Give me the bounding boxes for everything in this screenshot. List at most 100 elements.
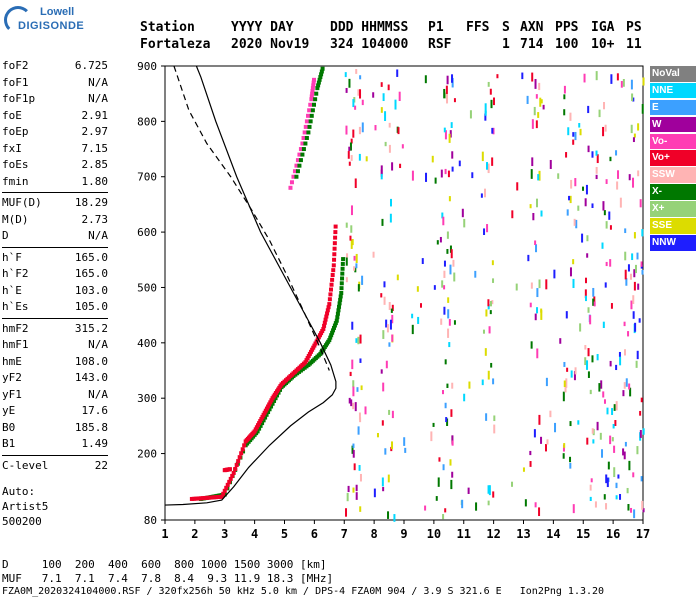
echo-point (496, 74, 499, 79)
upper-x-trace-point (309, 113, 314, 118)
o-trace-point (242, 443, 247, 448)
echo-point (567, 127, 570, 136)
y-tick-label: 900 (137, 60, 157, 73)
param-key: foF1p (2, 92, 36, 105)
o-trace-point (253, 427, 258, 432)
echo-point (467, 487, 470, 494)
echo-point (451, 166, 454, 172)
hdr-ddd-time: 324 104000 (330, 37, 409, 52)
o-trace-point (233, 466, 238, 471)
echo-point (632, 177, 635, 188)
echo-point (450, 479, 453, 490)
echo-point (399, 163, 402, 169)
echo-point (380, 82, 383, 87)
upper-o-trace-point (300, 141, 305, 146)
echo-point (481, 151, 484, 162)
echo-point (359, 473, 362, 482)
echo-point (348, 78, 351, 88)
x-trace-point (269, 404, 274, 409)
echo-point (529, 302, 532, 308)
upper-x-trace-point (300, 152, 305, 157)
echo-point (599, 432, 602, 440)
o-trace-point (267, 402, 272, 407)
x-tick-label: 3 (221, 527, 228, 541)
echo-point (389, 198, 392, 207)
echo-point (401, 144, 404, 149)
echo-point (535, 120, 538, 129)
x-trace-point (339, 291, 344, 295)
hdr-label-p1: P1 (428, 20, 444, 35)
logo-line1: Lowell (40, 6, 75, 18)
param-key: hmF2 (2, 321, 29, 335)
echo-point (359, 75, 362, 80)
echo-point (374, 125, 377, 131)
echo-point (441, 212, 444, 219)
legend-item: X- (650, 184, 696, 200)
echo-point (491, 300, 494, 305)
echo-point (544, 444, 547, 452)
hdr-label-ffs: FFS (466, 20, 490, 35)
o-trace-point (254, 425, 259, 430)
echo-point (622, 79, 625, 87)
upper-x-trace-point (301, 147, 306, 152)
echo-point (557, 173, 560, 179)
echo-point (354, 267, 357, 273)
echo-point (436, 240, 439, 245)
o-trace-point (221, 491, 226, 496)
echo-point (577, 205, 580, 211)
echo-point (540, 210, 543, 217)
echo-point (443, 88, 446, 99)
echo-point (469, 110, 472, 119)
echo-point (345, 508, 348, 517)
auto-line1: Auto: (2, 485, 36, 498)
echo-point (487, 81, 490, 87)
upper-o-trace-point (303, 124, 308, 129)
x-tick-label: 6 (311, 527, 318, 541)
echo-point (536, 307, 539, 314)
echo-point (451, 382, 454, 389)
echo-point (444, 168, 447, 175)
o-trace-point (261, 412, 266, 417)
upper-o-trace-point (297, 152, 302, 157)
hdr-label-station: Station (140, 20, 195, 35)
upper-o-trace-point (292, 169, 297, 174)
auto-line3: 500200 (2, 515, 42, 528)
o-trace-point (327, 297, 332, 302)
hdr-iga: 10+ (591, 37, 615, 52)
x-trace-point (327, 338, 332, 343)
echo-point (610, 303, 613, 309)
echo-point (381, 420, 384, 426)
echo-point (534, 240, 537, 245)
echo-point (515, 283, 518, 291)
echo-point (582, 186, 585, 191)
x-tick-label: 10 (427, 527, 441, 541)
echo-point (468, 381, 471, 389)
param-value: N/A (88, 92, 108, 105)
echo-point (563, 85, 566, 94)
echo-point (633, 269, 636, 278)
o-trace-point (316, 335, 321, 340)
upper-x-trace-point (316, 80, 321, 85)
echo-point (598, 109, 601, 118)
echo-point (586, 253, 589, 258)
param-row: h`F 165.0 (2, 250, 108, 267)
echo-point (448, 133, 451, 143)
echo-point (346, 492, 349, 502)
echo-point (359, 334, 362, 344)
echo-point (381, 477, 384, 487)
param-value: 2.97 (81, 125, 109, 138)
echo-point (579, 128, 582, 136)
o-trace-point (333, 224, 338, 229)
echo-point (609, 225, 612, 230)
echo-point (355, 253, 358, 263)
echo-point (603, 102, 606, 110)
echo-point (484, 188, 487, 198)
x-trace-point (270, 401, 275, 406)
echo-point (493, 424, 496, 434)
echo-point (540, 436, 543, 444)
echo-point (411, 170, 414, 181)
echo-point (486, 224, 489, 233)
echo-point (355, 338, 358, 343)
echo-point (439, 236, 442, 243)
echo-point (355, 484, 358, 492)
